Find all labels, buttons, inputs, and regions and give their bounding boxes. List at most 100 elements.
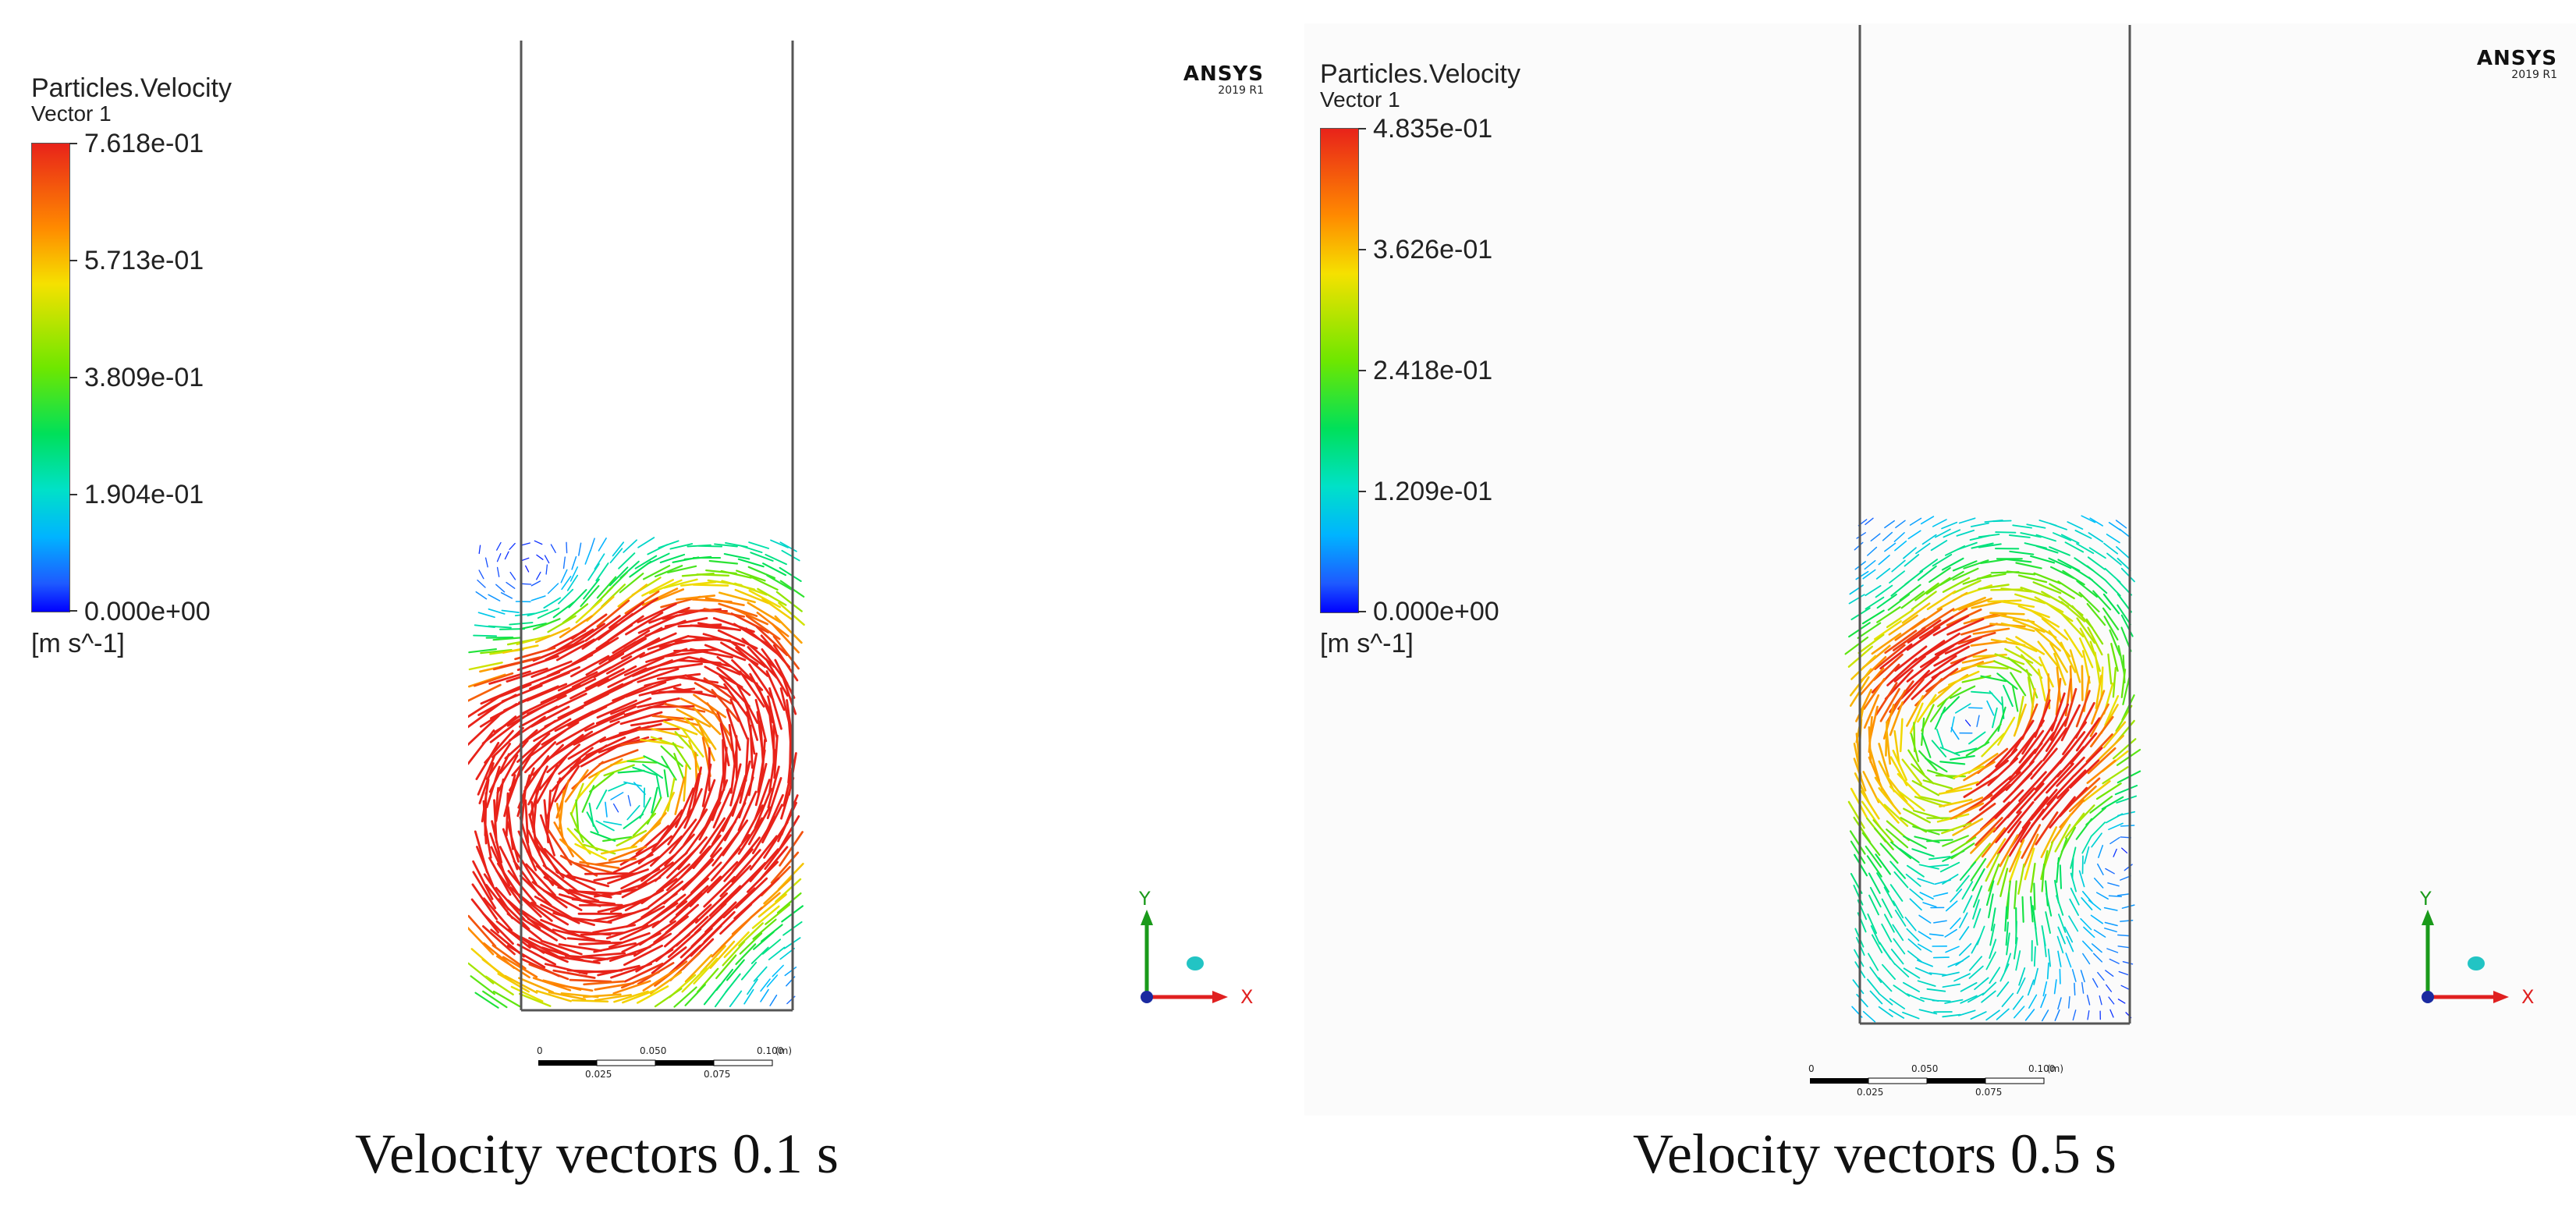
velocity-vector (562, 603, 589, 624)
velocity-vector (2005, 921, 2009, 946)
velocity-vector (1921, 534, 1937, 545)
velocity-vector (2045, 911, 2051, 934)
velocity-vector (1922, 655, 1957, 679)
velocity-vector (709, 940, 736, 969)
velocity-vector (1917, 980, 1936, 987)
velocity-vector (1990, 771, 2021, 800)
velocity-vector (2000, 622, 2035, 633)
velocity-vector (491, 726, 524, 758)
velocity-vector (2074, 982, 2076, 996)
legend-subtitle: Vector 1 (1320, 87, 1400, 112)
velocity-vector (1936, 729, 1944, 749)
velocity-vector (564, 769, 589, 803)
velocity-vector (754, 787, 772, 829)
velocity-vector (1887, 594, 1911, 611)
velocity-vector (1956, 530, 1975, 537)
velocity-vector (534, 626, 570, 644)
velocity-vector (1903, 836, 1927, 850)
velocity-vector (1889, 1009, 1905, 1019)
velocity-vector (588, 758, 623, 779)
velocity-vector (545, 564, 548, 575)
velocity-vector (567, 705, 608, 727)
velocity-vector (2094, 651, 2101, 685)
velocity-vector (1893, 871, 1909, 889)
velocity-vector (605, 924, 649, 940)
velocity-vector (784, 967, 797, 977)
velocity-vector (1894, 540, 1907, 552)
velocity-vector (1973, 908, 1982, 928)
velocity-vector (676, 877, 710, 909)
velocity-vector (2095, 892, 2109, 900)
velocity-vector (642, 968, 677, 992)
velocity-vector (648, 880, 684, 909)
velocity-vector (1996, 855, 2010, 885)
velocity-vector (1963, 775, 1999, 798)
velocity-vector (2056, 895, 2064, 916)
velocity-vector (595, 820, 615, 832)
velocity-vector (747, 566, 776, 580)
velocity-vector (2105, 970, 2114, 978)
velocity-vector (2095, 782, 2122, 800)
velocity-vector (1899, 718, 1904, 753)
velocity-vector (1950, 755, 1975, 761)
velocity-vector (557, 886, 600, 903)
velocity-vector (1900, 669, 1931, 700)
velocity-vector (730, 612, 770, 633)
velocity-vector (2081, 981, 2085, 994)
velocity-vector (2046, 892, 2053, 917)
velocity-vector (559, 854, 598, 877)
velocity-vector (703, 876, 736, 908)
velocity-vector (1870, 925, 1881, 945)
velocity-vector (581, 952, 626, 958)
velocity-vector (619, 921, 660, 941)
velocity-vector (690, 861, 722, 894)
velocity-vector (1928, 972, 1947, 976)
velocity-vector (2121, 904, 2135, 909)
velocity-vector (2007, 800, 2035, 834)
velocity-vector (2030, 789, 2058, 821)
velocity-vector (2073, 747, 2103, 777)
velocity-vector (1888, 614, 1918, 636)
velocity-vector (767, 765, 780, 809)
velocity-vector (1956, 875, 1970, 892)
velocity-vector (637, 602, 677, 623)
velocity-vector (672, 742, 691, 770)
velocity-vector (722, 940, 746, 967)
velocity-vector (753, 931, 775, 950)
velocity-vector (1946, 618, 1985, 636)
velocity-vector (1878, 743, 1889, 778)
velocity-vector (1995, 531, 2017, 534)
velocity-vector (541, 946, 584, 962)
velocity-vector (1971, 542, 1994, 549)
velocity-vector (769, 994, 778, 1006)
velocity-vector (605, 651, 646, 675)
velocity-vector (607, 868, 649, 885)
velocity-vector (1868, 872, 1881, 894)
velocity-vector (558, 943, 602, 953)
velocity-vector (1892, 924, 1904, 942)
velocity-vector (630, 718, 675, 727)
velocity-vector (1893, 963, 1910, 978)
velocity-vector (481, 925, 516, 956)
velocity-vector (1978, 543, 2002, 548)
velocity-vector (766, 777, 782, 820)
velocity-vector (510, 985, 544, 1002)
velocity-vector (1898, 790, 1925, 812)
velocity-vector (2099, 995, 2102, 1006)
velocity-vector (498, 898, 530, 931)
velocity-vector (781, 549, 800, 562)
velocity-vector (473, 672, 514, 687)
velocity-vector (2056, 756, 2085, 787)
scale-segment (1985, 1077, 2045, 1084)
brand-version: 2019 R1 (2511, 69, 2557, 81)
velocity-vector (623, 539, 637, 553)
velocity-vector (757, 587, 787, 606)
velocity-vector (552, 601, 575, 619)
velocity-vector (719, 864, 752, 897)
velocity-vector (1875, 853, 1891, 875)
velocity-vector (1862, 569, 1876, 580)
velocity-vector (574, 843, 608, 860)
velocity-vector (623, 944, 664, 967)
velocity-vector (765, 903, 791, 925)
velocity-vector (2109, 1009, 2114, 1018)
